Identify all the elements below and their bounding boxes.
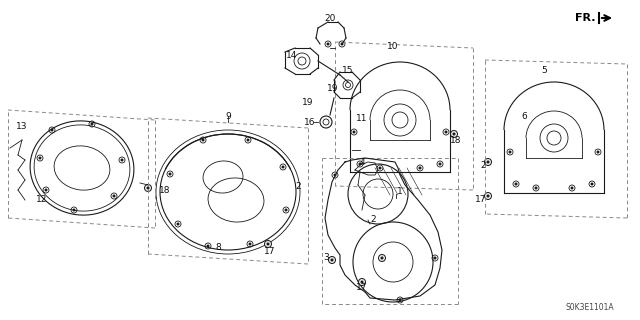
Circle shape [90, 123, 93, 125]
Text: 18: 18 [159, 186, 171, 195]
Text: 12: 12 [36, 196, 48, 204]
Circle shape [38, 156, 42, 159]
Circle shape [486, 195, 490, 197]
Text: 18: 18 [451, 135, 461, 145]
Circle shape [381, 257, 383, 260]
Text: 1: 1 [397, 188, 403, 196]
Text: 5: 5 [541, 66, 547, 75]
Text: FR.: FR. [575, 13, 595, 23]
Circle shape [202, 139, 205, 141]
Circle shape [360, 281, 364, 284]
Circle shape [51, 129, 54, 132]
Circle shape [445, 131, 447, 133]
Circle shape [378, 166, 381, 170]
Text: 16: 16 [304, 117, 316, 126]
Circle shape [264, 241, 271, 247]
Circle shape [207, 244, 209, 247]
Circle shape [177, 222, 179, 226]
Circle shape [438, 163, 442, 165]
Text: 3: 3 [323, 253, 329, 262]
Circle shape [328, 257, 335, 263]
Text: 14: 14 [286, 51, 298, 60]
Circle shape [326, 43, 330, 45]
Text: 2: 2 [295, 181, 301, 190]
Circle shape [399, 299, 401, 301]
Text: 8: 8 [215, 244, 221, 252]
Circle shape [509, 150, 511, 154]
Circle shape [113, 195, 115, 197]
Circle shape [419, 166, 422, 170]
Text: 4: 4 [359, 157, 365, 166]
Circle shape [330, 259, 333, 261]
Circle shape [285, 209, 287, 212]
Circle shape [570, 187, 573, 189]
Text: 6: 6 [521, 111, 527, 121]
Circle shape [484, 193, 492, 199]
Text: 19: 19 [327, 84, 339, 92]
Circle shape [145, 185, 152, 191]
Circle shape [353, 131, 355, 133]
Circle shape [515, 182, 518, 186]
Text: 2: 2 [370, 215, 376, 225]
Text: 15: 15 [342, 66, 354, 75]
Text: 20: 20 [324, 13, 336, 22]
Circle shape [340, 43, 344, 45]
Circle shape [72, 209, 76, 212]
Circle shape [484, 158, 492, 165]
Circle shape [486, 161, 490, 164]
Text: 17: 17 [476, 196, 487, 204]
Circle shape [266, 243, 269, 245]
Circle shape [358, 278, 365, 285]
Circle shape [452, 132, 456, 135]
Circle shape [282, 165, 285, 169]
Circle shape [246, 139, 250, 141]
Text: 19: 19 [302, 98, 314, 107]
Text: S0K3E1101A: S0K3E1101A [566, 303, 614, 313]
Circle shape [358, 163, 362, 165]
Circle shape [591, 182, 593, 186]
Circle shape [378, 254, 385, 261]
Circle shape [333, 173, 337, 177]
Text: 10: 10 [387, 42, 399, 51]
Circle shape [596, 150, 600, 154]
Circle shape [433, 257, 436, 260]
Circle shape [330, 259, 333, 261]
Text: 17: 17 [356, 284, 368, 292]
Circle shape [534, 187, 538, 189]
Text: 17: 17 [264, 247, 276, 257]
Text: 11: 11 [356, 114, 368, 123]
Circle shape [451, 131, 458, 138]
Circle shape [147, 187, 150, 189]
Text: 13: 13 [16, 122, 28, 131]
Circle shape [248, 243, 252, 245]
Circle shape [45, 188, 47, 191]
Circle shape [168, 172, 172, 175]
Circle shape [120, 158, 124, 162]
Text: 9: 9 [225, 111, 231, 121]
Text: 2: 2 [480, 161, 486, 170]
